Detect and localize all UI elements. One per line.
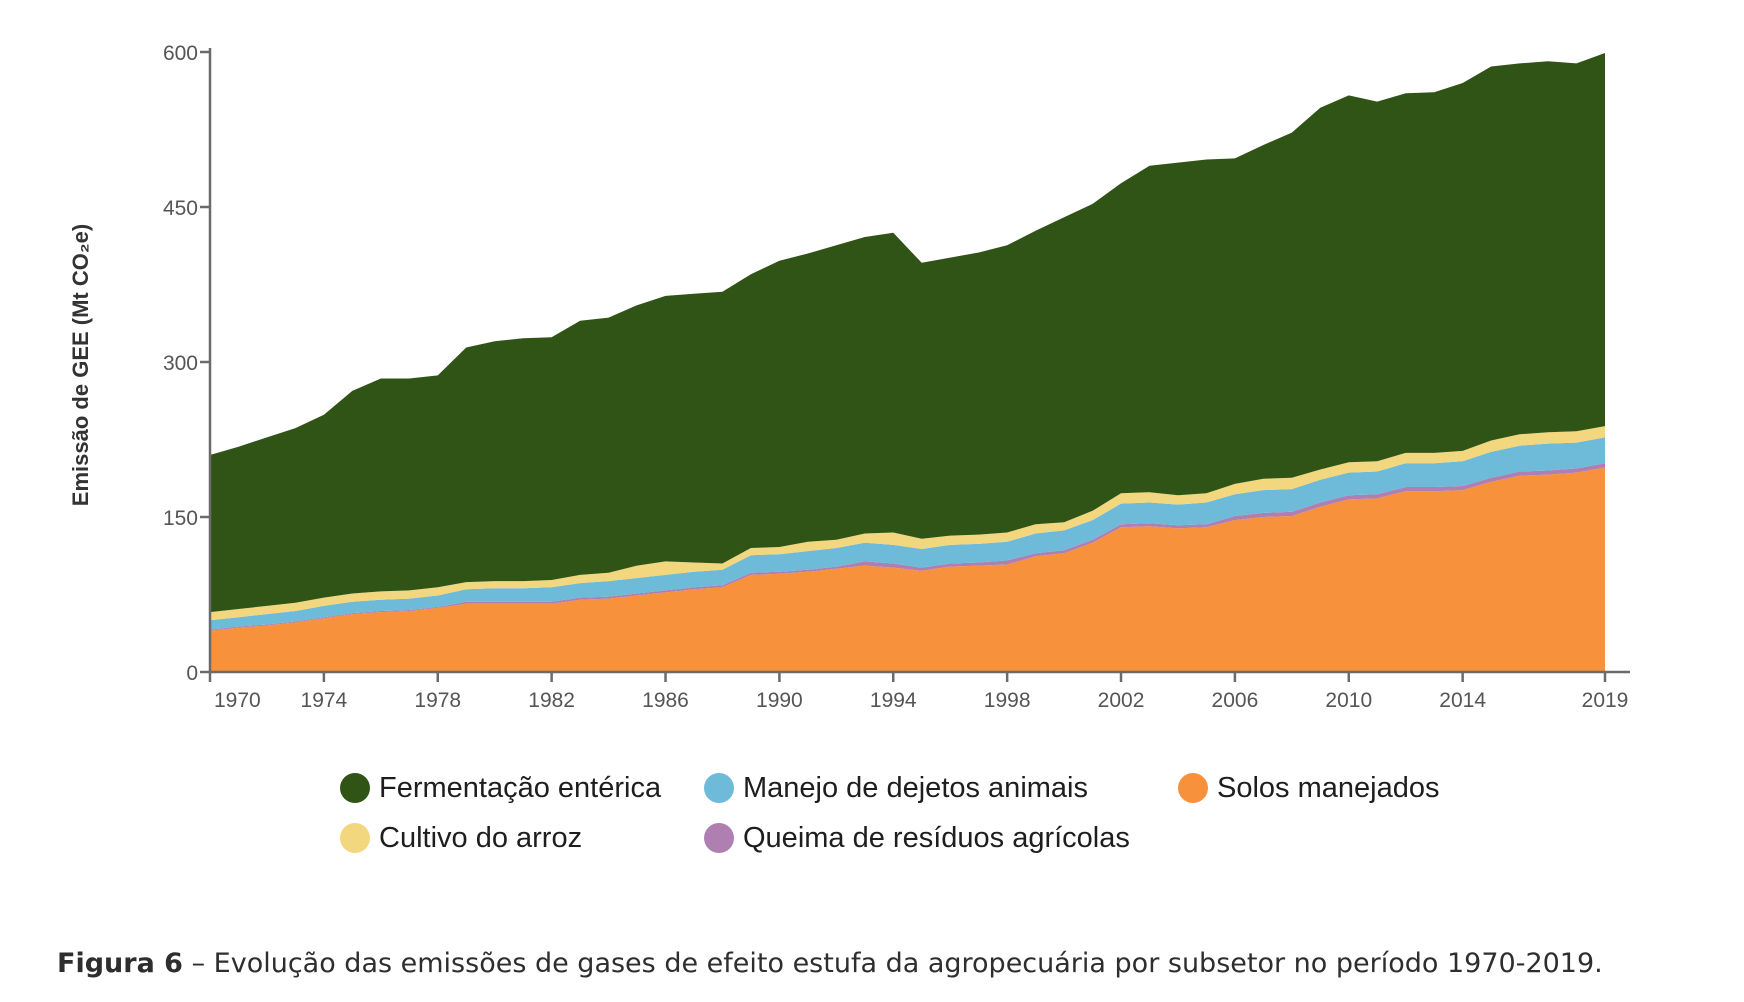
- y-tick-label: 300: [163, 352, 198, 375]
- legend-swatch: [704, 773, 734, 803]
- caption-text: – Evolução das emissões de gases de efei…: [182, 948, 1603, 979]
- legend-label: Cultivo do arroz: [379, 821, 583, 854]
- area-queima-de-residuos-agricolas: [210, 463, 1605, 631]
- stacked-area-chart: 0 150 300 450 600 1970 1974 1978 1982 1986 1990 199…: [68, 42, 1630, 712]
- y-tick-label: 450: [163, 197, 198, 220]
- legend-item-cultivo-do-arroz: Cultivo do arroz: [340, 818, 582, 858]
- area-solos-manejados: [210, 467, 1605, 672]
- y-tick-label: 150: [163, 507, 198, 530]
- area-series-group: [210, 53, 1605, 672]
- x-tick-label: 1990: [756, 689, 803, 712]
- legend-item-fermentacao-enterica: Fermentação entérica: [340, 768, 661, 808]
- x-tick-label: 1998: [984, 689, 1031, 712]
- x-tick-label: 2010: [1325, 689, 1372, 712]
- legend-item-solos-manejados: Solos manejados: [1178, 768, 1439, 808]
- area-cultivo-do-arroz: [210, 426, 1605, 621]
- area-manejo-de-dejetos-animais: [210, 437, 1605, 630]
- x-tick-label: 1994: [870, 689, 917, 712]
- x-tick-label: 1970: [214, 689, 261, 712]
- legend-label: Queima de resíduos agrícolas: [743, 821, 1130, 854]
- x-tick-label: 1986: [642, 689, 689, 712]
- x-tick-label: 1974: [301, 689, 348, 712]
- legend-swatch: [704, 823, 734, 853]
- legend-swatch: [340, 773, 370, 803]
- legend-item-manejo-de-dejetos-animais: Manejo de dejetos animais: [704, 768, 1088, 808]
- x-tick-label: 1978: [414, 689, 461, 712]
- y-axis-label: Emissão de GEE (Mt CO₂e): [68, 224, 93, 506]
- legend-item-queima-de-residuos-agricolas: Queima de resíduos agrícolas: [704, 818, 1130, 858]
- x-tick-label: 1982: [528, 689, 575, 712]
- legend-label: Solos manejados: [1217, 771, 1440, 804]
- legend-swatch: [340, 823, 370, 853]
- legend-label: Manejo de dejetos animais: [743, 771, 1088, 804]
- y-tick-label: 0: [186, 662, 198, 685]
- x-tick-label: 2002: [1098, 689, 1145, 712]
- x-tick-label: 2014: [1439, 689, 1486, 712]
- x-tick-label: 2006: [1212, 689, 1259, 712]
- x-tick-label: 2019: [1582, 689, 1629, 712]
- tick-labels-group: 0 150 300 450 600 1970 1974 1978 1982 1986 1990 199…: [163, 42, 1628, 712]
- legend-label: Fermentação entérica: [379, 771, 662, 804]
- legend-swatch: [1178, 773, 1208, 803]
- axes-group: [200, 48, 1630, 682]
- chart-legend: Fermentação entérica Manejo de dejetos an…: [340, 768, 1480, 878]
- y-tick-label: 600: [163, 42, 198, 65]
- figure-caption: Figura 6 – Evolução das emissões de gase…: [57, 948, 1603, 979]
- area-fermentacao-enterica: [210, 53, 1605, 613]
- caption-label: Figura 6: [57, 948, 183, 979]
